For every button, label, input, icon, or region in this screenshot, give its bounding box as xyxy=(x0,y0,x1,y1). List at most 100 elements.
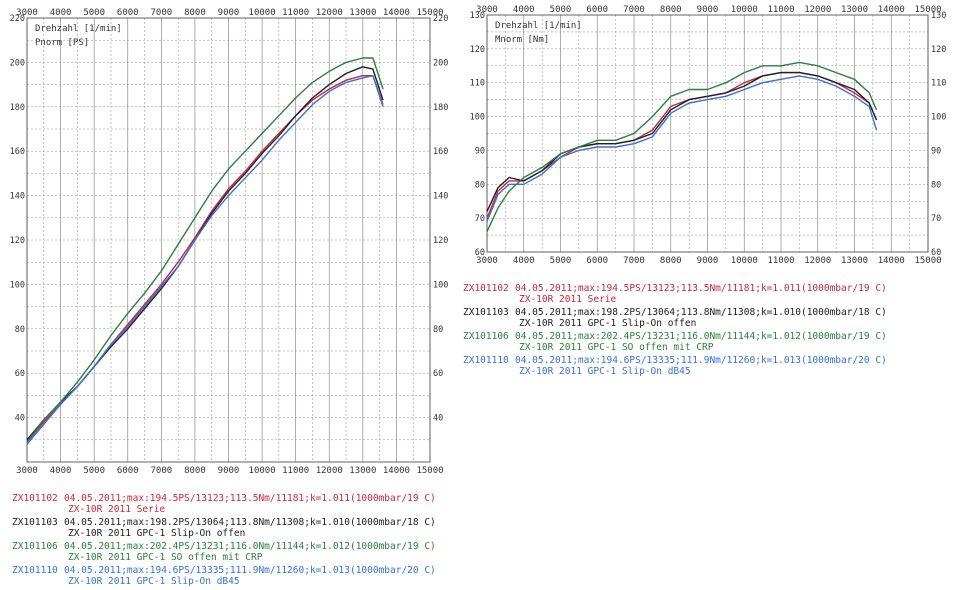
x-tick-label: 5000 xyxy=(550,5,572,15)
legend-config-name: ZX-10R 2011 Serie xyxy=(68,503,166,515)
x-tick-label: 3000 xyxy=(16,8,38,18)
plot-frame xyxy=(486,14,929,253)
x-tick-label: 3000 xyxy=(16,466,38,476)
dyno-charts-canvas: 3000 3000 4000 4000 5000 5000 6000 6000 7000 7000… xyxy=(10,5,947,476)
x-tick-label: 12000 xyxy=(316,8,343,18)
x-tick-label: 6000 xyxy=(586,256,608,266)
x-tick-label: 14000 xyxy=(878,5,905,15)
legend-entry: ZX101103 04.05.2011;max:198.2PS/13064;113… xyxy=(463,307,887,329)
legend-entry: ZX101106 04.05.2011;max:202.4PS/13231;116… xyxy=(463,331,887,353)
y-tick-label: 60 xyxy=(931,248,941,258)
y-tick-label: 80 xyxy=(433,325,443,335)
y-tick-label: 80 xyxy=(475,180,485,190)
legend-config-name: ZX-10R 2011 GPC-1 Slip-On offen xyxy=(68,527,246,539)
y-tick-label: 60 xyxy=(475,248,485,258)
y-tick-label: 80 xyxy=(15,325,25,335)
x-tick-label: 9000 xyxy=(697,256,719,266)
legend-run-info: 04.05.2011;max:198.2PS/13064;113.8Nm/113… xyxy=(64,517,436,528)
x-tick-label: 8000 xyxy=(184,8,206,18)
legend-run-info: 04.05.2011;max:194.5PS/13123;113.5Nm/111… xyxy=(515,283,887,294)
legend-config-name: ZX-10R 2011 Serie xyxy=(519,293,617,305)
legend-config-name: ZX-10R 2011 GPC-1 Slip-On dB45 xyxy=(519,365,691,377)
x-tick-label: 5000 xyxy=(550,256,572,266)
x-axis-label: Drehzahl [1/min] xyxy=(35,24,122,34)
x-tick-label: 7000 xyxy=(623,5,645,15)
x-tick-label: 10000 xyxy=(249,466,276,476)
x-tick-label: 4000 xyxy=(513,5,535,15)
x-tick-label: 10000 xyxy=(731,256,758,266)
x-tick-label: 13000 xyxy=(349,8,376,18)
legend-entry: ZX101102 04.05.2011;max:194.5PS/13123;113… xyxy=(12,493,436,515)
legend-id: ZX101102 xyxy=(12,493,58,504)
y-tick-label: 140 xyxy=(10,192,25,202)
y-tick-label: 100 xyxy=(931,113,946,123)
y-tick-label: 180 xyxy=(10,103,25,113)
legend-run-info: 04.05.2011;max:198.2PS/13064;113.8Nm/113… xyxy=(515,307,887,318)
legend-id: ZX101103 xyxy=(12,517,58,528)
y-tick-label: 100 xyxy=(470,113,485,123)
x-tick-label: 11000 xyxy=(767,256,794,266)
series-line-so_offen_crp xyxy=(486,61,878,232)
x-tick-label: 10000 xyxy=(249,8,276,18)
y-tick-label: 60 xyxy=(15,369,25,379)
y-tick-label: 40 xyxy=(433,414,443,424)
y-tick-label: 90 xyxy=(475,146,485,156)
x-tick-label: 11000 xyxy=(282,8,309,18)
x-tick-label: 12000 xyxy=(316,466,343,476)
legend-id: ZX101102 xyxy=(463,283,509,294)
x-tick-label: 14000 xyxy=(383,8,410,18)
x-tick-label: 15000 xyxy=(416,466,443,476)
x-tick-label: 9000 xyxy=(697,5,719,15)
x-tick-label: 3000 xyxy=(476,256,498,266)
legend-id: ZX101110 xyxy=(12,565,58,576)
y-tick-label: 70 xyxy=(931,214,941,224)
legend-run-info: 04.05.2011;max:202.4PS/13231;116.0Nm/111… xyxy=(515,331,887,342)
y-tick-label: 160 xyxy=(433,147,448,157)
x-tick-label: 13000 xyxy=(349,466,376,476)
y-tick-label: 110 xyxy=(470,79,485,89)
y-tick-label: 200 xyxy=(433,58,448,68)
y-tick-label: 70 xyxy=(475,214,485,224)
y-tick-label: 220 xyxy=(10,14,25,24)
y-tick-label: 110 xyxy=(931,79,946,89)
x-tick-label: 8000 xyxy=(660,256,682,266)
legend-entry: ZX101110 04.05.2011;max:194.6PS/13335;111… xyxy=(12,565,436,587)
x-tick-label: 8000 xyxy=(184,466,206,476)
x-tick-label: 6000 xyxy=(117,466,139,476)
x-tick-label: 4000 xyxy=(50,8,72,18)
chart-torque: 3000 3000 4000 4000 5000 5000 6000 6000 7000 7000… xyxy=(470,5,947,266)
y-tick-label: 40 xyxy=(15,414,25,424)
x-tick-label: 14000 xyxy=(383,466,410,476)
x-tick-label: 5000 xyxy=(83,466,105,476)
y-tick-label: 200 xyxy=(10,58,25,68)
y-tick-label: 220 xyxy=(433,14,448,24)
x-tick-label: 7000 xyxy=(150,8,172,18)
x-tick-label: 7000 xyxy=(150,466,172,476)
legend-config-name: ZX-10R 2011 GPC-1 Slip-On dB45 xyxy=(68,575,240,587)
x-tick-label: 8000 xyxy=(660,5,682,15)
legend-entry: ZX101102 04.05.2011;max:194.5PS/13123;113… xyxy=(463,283,887,305)
legend-id: ZX101103 xyxy=(463,307,509,318)
x-tick-label: 10000 xyxy=(731,5,758,15)
x-tick-label: 11000 xyxy=(767,5,794,15)
plot-frame xyxy=(26,17,431,463)
legend-entry: ZX101110 04.05.2011;max:194.6PS/13335;111… xyxy=(463,355,887,377)
series-line-so_offen_crp xyxy=(26,57,384,443)
y-tick-label: 90 xyxy=(931,146,941,156)
x-tick-label: 3000 xyxy=(476,5,498,15)
x-tick-label: 6000 xyxy=(117,8,139,18)
chart-power: 3000 3000 4000 4000 5000 5000 6000 6000 7000 7000… xyxy=(10,8,449,476)
x-tick-label: 6000 xyxy=(586,5,608,15)
legend-right: ZX101102 04.05.2011;max:194.5PS/13123;113… xyxy=(463,283,887,380)
y-axis-label: Pnorm [PS] xyxy=(35,38,89,48)
y-tick-label: 180 xyxy=(433,103,448,113)
legend-id: ZX101110 xyxy=(463,355,509,366)
x-tick-label: 15000 xyxy=(914,5,941,15)
legend-run-info: 04.05.2011;max:194.5PS/13123;113.5Nm/111… xyxy=(64,493,436,504)
x-tick-label: 13000 xyxy=(841,256,868,266)
y-tick-label: 130 xyxy=(470,11,485,21)
legend-config-name: ZX-10R 2011 GPC-1 SO offen mit CRP xyxy=(68,551,263,563)
x-tick-label: 13000 xyxy=(841,5,868,15)
x-tick-label: 14000 xyxy=(878,256,905,266)
y-tick-label: 130 xyxy=(931,11,946,21)
